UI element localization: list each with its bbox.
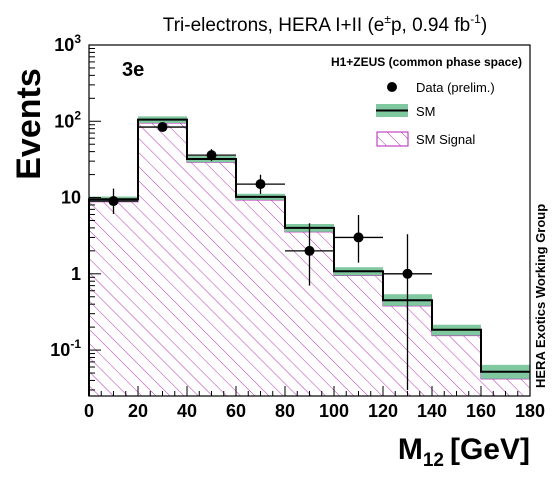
legend-label-signal: SM Signal (416, 132, 475, 147)
signal-bar-3 (236, 199, 285, 396)
x-tick-label-120: 120 (368, 401, 398, 421)
legend: Data (prelim.) SM SM Signal (376, 80, 495, 147)
signal-bar-1 (138, 122, 187, 397)
x-tick-label-20: 20 (128, 401, 148, 421)
legend-item-data: Data (prelim.) (387, 80, 495, 95)
x-tick-label-140: 140 (417, 401, 447, 421)
data-point-3 (255, 179, 266, 190)
y-tick-label-4: 10-1 (50, 337, 81, 360)
sm-line (88, 118, 530, 396)
legend-signal-swatch (376, 131, 409, 147)
y-tick-label-exp-0: 3 (74, 32, 81, 46)
x-tick-label-60: 60 (226, 401, 246, 421)
x-tick-label-40: 40 (177, 401, 197, 421)
signal-bar-2 (187, 162, 236, 396)
x-tick-label-100: 100 (319, 401, 349, 421)
signal-bar-5 (334, 275, 383, 396)
side-label: HERA Exotics Working Group (533, 204, 548, 388)
legend-item-sm: SM (376, 104, 436, 119)
legend-item-signal: SM Signal (376, 131, 475, 147)
y-tick-label-exp-1: 2 (74, 108, 81, 122)
legend-label-data: Data (prelim.) (416, 80, 495, 95)
signal-bar-7 (432, 335, 481, 396)
y-axis-label: Events (10, 68, 48, 180)
phase-space-label: H1+ZEUS (common phase space) (331, 55, 522, 69)
y-tick-label-2: 10 (61, 188, 81, 208)
y-tick-label-base-2: 10 (61, 188, 81, 208)
legend-label-sm: SM (416, 104, 436, 119)
channel-label: 3e (122, 59, 144, 81)
x-tick-label-0: 0 (84, 401, 94, 421)
chart-title: Tri-electrons, HERA I+II (e±p, 0.94 fb-1… (163, 12, 487, 36)
x-tick-label-80: 80 (275, 401, 295, 421)
data-point-5 (353, 232, 364, 243)
y-tick-label-3: 1 (71, 264, 81, 284)
y-tick-label-base-1: 10 (54, 111, 74, 131)
x-tick-label-160: 160 (466, 401, 496, 421)
y-tick-label-base-3: 1 (71, 264, 81, 284)
data-point-0 (108, 196, 119, 207)
y-tick-label-1: 102 (54, 108, 81, 131)
y-tick-label-exp-4: -1 (70, 337, 81, 351)
data-point-2 (206, 150, 217, 161)
x-axis-label: M12 [GeV] (398, 433, 530, 471)
x-tick-label-180: 180 (515, 401, 545, 421)
y-tick-label-base-4: 10 (50, 340, 70, 360)
data-point-6 (402, 268, 413, 279)
y-tick-label-base-0: 10 (54, 35, 74, 55)
data-point-4 (304, 245, 315, 256)
legend-data-marker (387, 82, 397, 92)
signal-bar-0 (89, 201, 138, 396)
data-point-1 (157, 122, 168, 133)
y-tick-label-0: 103 (54, 32, 81, 55)
